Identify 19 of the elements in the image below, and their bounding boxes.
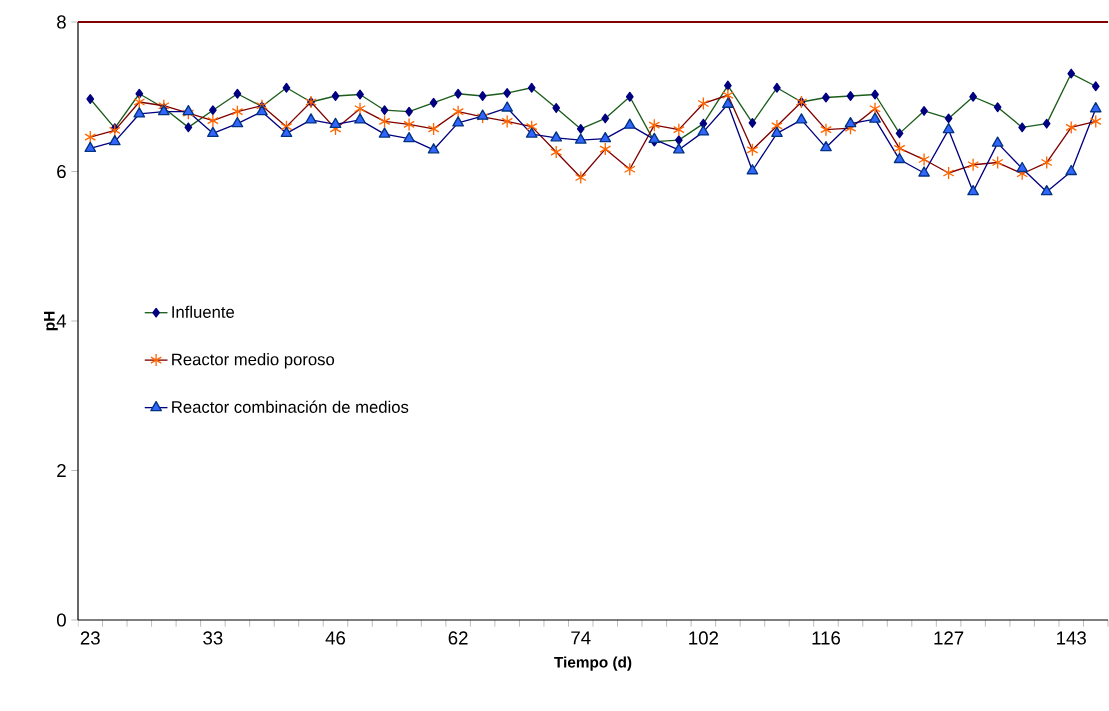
x-axis-title: Tiempo (d) <box>554 656 632 671</box>
x-tick-label: 23 <box>80 631 100 645</box>
x-tick-label: 33 <box>203 631 223 645</box>
x-tick-label: 62 <box>448 631 468 645</box>
y-tick-label: 8 <box>57 15 66 29</box>
x-tick-label: 143 <box>1057 631 1086 645</box>
y-axis-title: pH <box>44 311 58 331</box>
legend-label: Influente <box>172 305 235 318</box>
y-tick-label: 0 <box>56 613 66 627</box>
x-tick-label: 116 <box>812 631 841 645</box>
x-tick-label: 46 <box>325 631 346 645</box>
x-tick-label: 74 <box>571 631 591 645</box>
x-tick-label: 102 <box>689 631 718 645</box>
legend-label: Reactor combinación de medios <box>172 400 409 413</box>
legend-label: Reactor medio poroso <box>172 353 335 369</box>
x-tick-label: 127 <box>934 631 964 645</box>
y-tick-label: 6 <box>57 164 66 179</box>
y-tick-label: 4 <box>56 314 67 328</box>
y-tick-label: 2 <box>57 463 66 478</box>
